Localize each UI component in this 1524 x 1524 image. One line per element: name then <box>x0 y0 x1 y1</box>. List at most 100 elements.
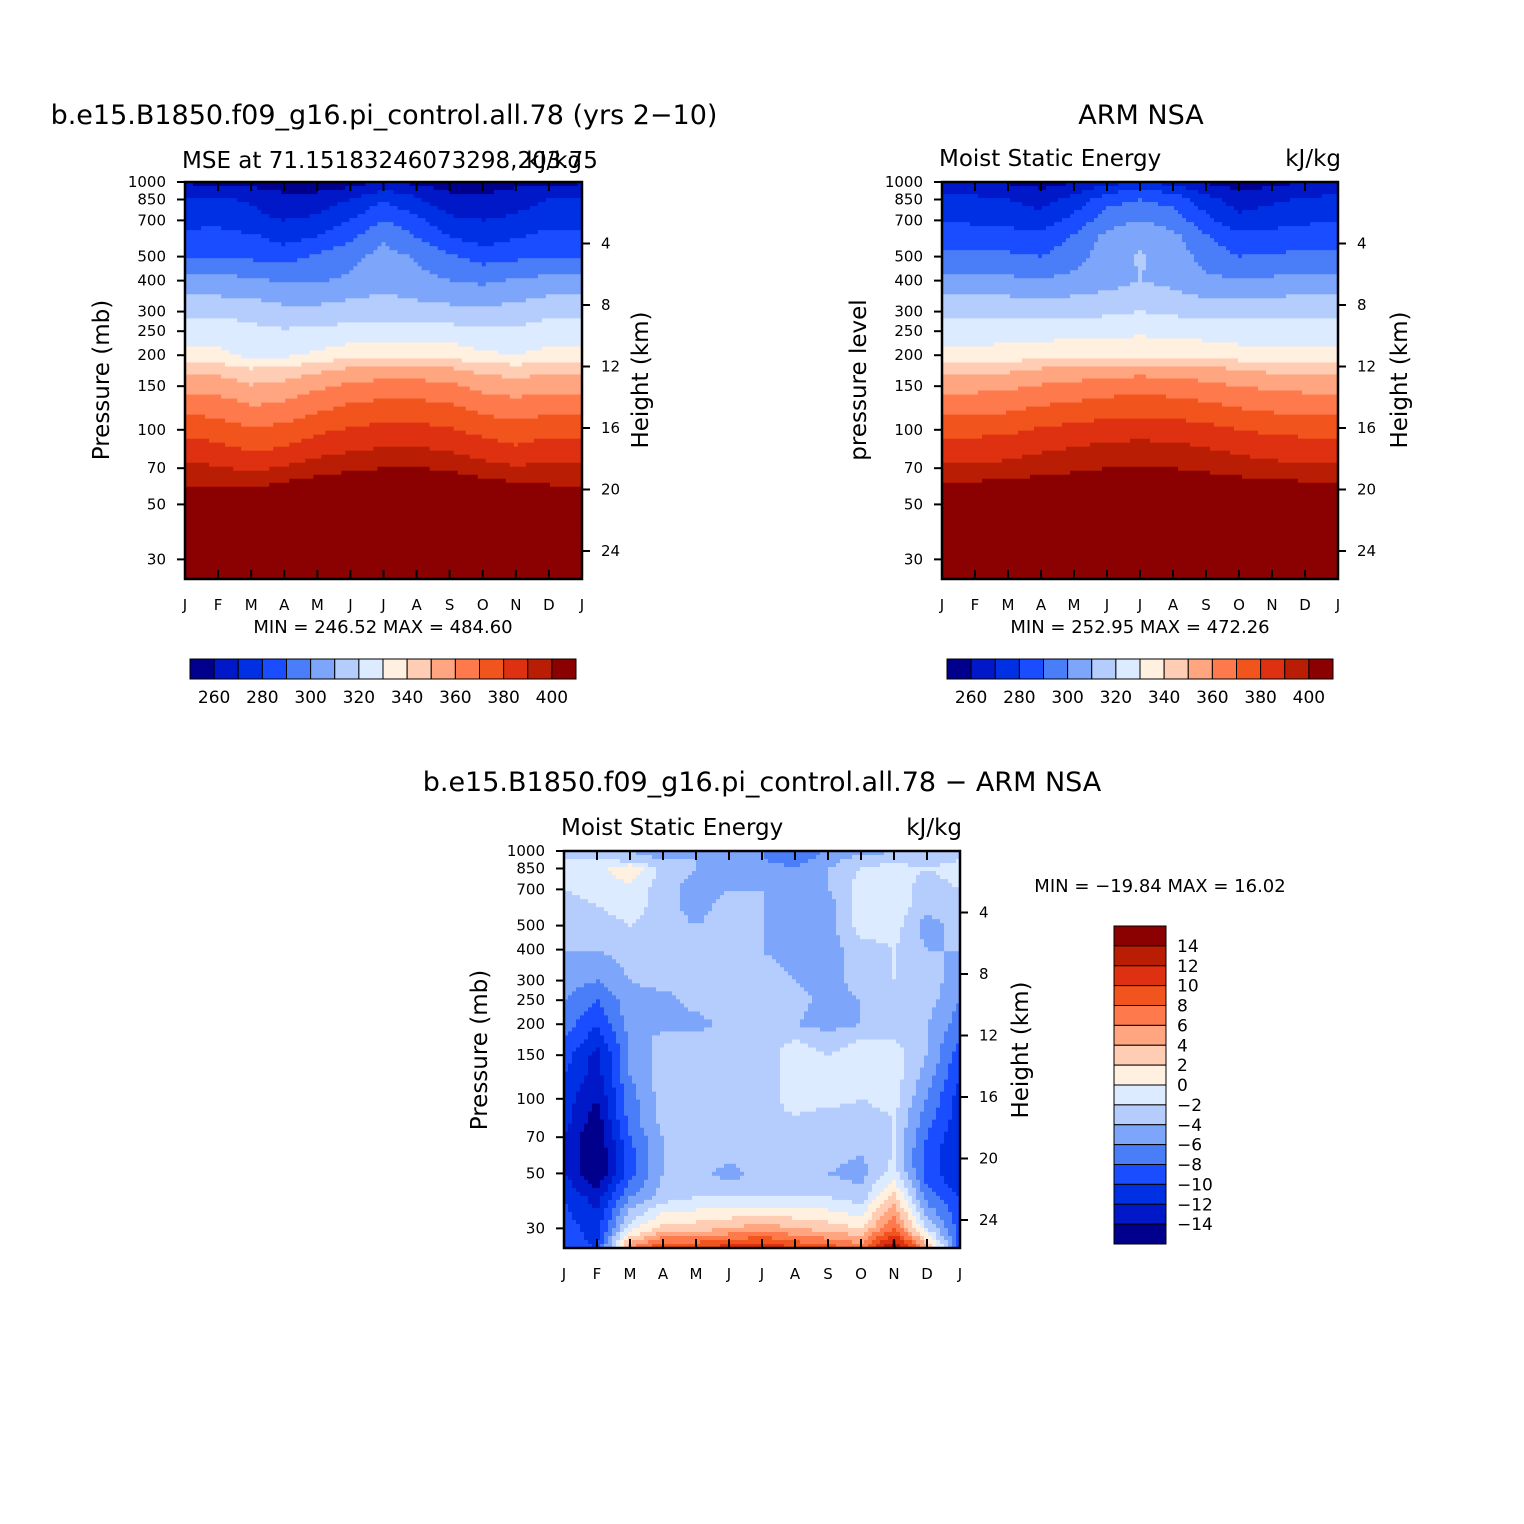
contour-cell <box>942 406 1027 412</box>
contour-cell <box>1118 190 1163 195</box>
contour-cell <box>600 1195 613 1201</box>
contour-cell <box>648 1167 665 1173</box>
contour-cell <box>880 1191 893 1197</box>
contour-cell <box>816 855 853 860</box>
contour-cell <box>185 482 270 488</box>
contour-cell <box>632 1135 649 1141</box>
contour-cell <box>696 1219 829 1225</box>
colorbar-box <box>454 658 480 680</box>
contour-cell <box>313 434 483 440</box>
contour-cell <box>860 1011 933 1017</box>
panel-subtitle-left: Moist Static Energy <box>561 815 783 841</box>
contour-cell <box>652 1051 781 1057</box>
contour-cell <box>912 891 960 896</box>
contour-cell <box>624 919 637 924</box>
contour-cell <box>944 1243 949 1248</box>
contour-cell <box>952 1019 960 1025</box>
contour-cell <box>564 1091 577 1097</box>
contour-cell <box>564 899 589 904</box>
contour-cell <box>325 430 467 436</box>
contour-cell <box>912 1195 917 1201</box>
y-tick-label: 30 <box>526 1219 545 1237</box>
contour-cell <box>616 1223 621 1229</box>
contour-cell <box>572 1027 593 1033</box>
contour-cell <box>688 875 829 880</box>
contour-cell <box>952 1111 960 1117</box>
contour-cell <box>644 867 657 872</box>
contour-cell <box>942 530 1338 536</box>
contour-cell <box>1070 470 1211 476</box>
contour-cell <box>652 1067 781 1073</box>
contour-cell <box>608 1167 617 1173</box>
contour-cell <box>764 895 833 900</box>
colorbar-box <box>1211 658 1237 680</box>
contour-cell <box>185 226 202 231</box>
contour-cell <box>1222 198 1291 203</box>
contour-cell <box>357 214 419 219</box>
contour-cell <box>608 987 657 992</box>
contour-cell <box>628 1223 641 1229</box>
contour-cell <box>924 1099 941 1105</box>
contour-cell <box>1054 222 1087 227</box>
contour-cell <box>928 1227 941 1233</box>
contour-cell <box>525 234 582 239</box>
contour-cell <box>604 1087 617 1093</box>
contour-cell <box>505 214 582 219</box>
colorbar-label: 6 <box>1177 1016 1188 1036</box>
contour-cell <box>1298 434 1338 440</box>
contour-cell <box>568 995 617 1000</box>
contour-cell <box>644 911 685 916</box>
contour-cell <box>564 863 629 868</box>
contour-cell <box>912 1183 921 1189</box>
contour-cell <box>904 1139 917 1145</box>
contour-cell <box>616 1031 629 1037</box>
contour-cell <box>249 202 338 207</box>
contour-cell <box>940 1143 960 1149</box>
contour-cell <box>916 875 941 880</box>
contour-cell <box>820 1027 837 1033</box>
y-tick-label: 1000 <box>885 173 923 191</box>
contour-cell <box>1138 250 1143 255</box>
contour-cell <box>1150 438 1338 444</box>
colorbar-box <box>1115 658 1141 680</box>
contour-cell <box>912 1199 921 1205</box>
contour-cell <box>604 1215 613 1221</box>
contour-cell <box>936 1071 949 1077</box>
contour-cell <box>948 1027 960 1033</box>
contour-cell <box>944 1219 953 1225</box>
contour-cell <box>828 883 853 888</box>
contour-cell <box>648 1135 665 1141</box>
contour-cell <box>1086 202 1123 207</box>
contour-cell <box>652 1083 781 1089</box>
contour-cell <box>808 1003 861 1008</box>
contour-cell <box>564 1079 585 1085</box>
contour-cell <box>588 1179 601 1185</box>
contour-cell <box>828 867 861 872</box>
contour-cell <box>608 1107 617 1113</box>
contour-cell <box>648 1175 661 1181</box>
contour-cell <box>469 386 582 392</box>
colorbar-box <box>1113 1223 1167 1245</box>
contour-cell <box>533 438 582 444</box>
contour-cell <box>736 1163 841 1169</box>
contour-cell <box>417 298 527 303</box>
contour-cell <box>864 1175 881 1181</box>
contour-cell <box>704 915 765 920</box>
contour-cell <box>828 879 853 884</box>
contour-cell <box>892 1135 897 1141</box>
contour-cell <box>1098 238 1183 243</box>
colorbar-label: −14 <box>1177 1215 1213 1235</box>
y-tick-label: 250 <box>137 322 166 340</box>
contour-cell <box>564 1207 569 1213</box>
contour-cell <box>900 1223 905 1229</box>
contour-cell <box>1054 338 1203 343</box>
contour-cell <box>604 907 645 912</box>
x-tick-label: J <box>579 596 584 614</box>
colorbar-box <box>1308 658 1334 680</box>
contour-cell <box>628 1123 641 1129</box>
contour-cell <box>628 1195 653 1201</box>
contour-cell <box>580 1135 605 1141</box>
contour-cell <box>616 1203 625 1209</box>
contour-cell <box>525 462 582 468</box>
contour-cell <box>924 1207 937 1213</box>
